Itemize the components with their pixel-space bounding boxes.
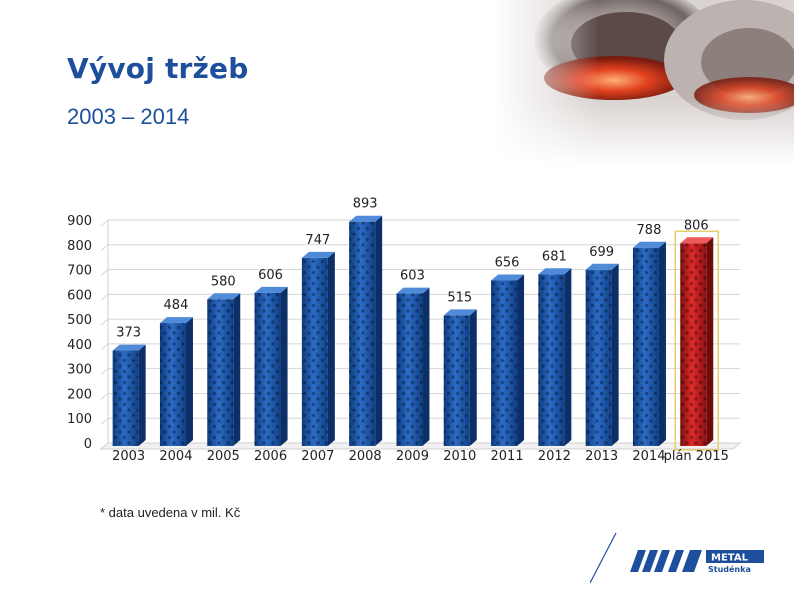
x-tick-label: 2010 bbox=[443, 449, 476, 464]
data-label: 806 bbox=[684, 218, 709, 233]
bar-top bbox=[585, 263, 619, 270]
data-label: 699 bbox=[589, 245, 614, 260]
y-tick-label: 900 bbox=[67, 214, 92, 229]
gridline-side bbox=[100, 244, 109, 252]
bar-side bbox=[280, 286, 288, 446]
bar-top bbox=[538, 268, 572, 275]
data-label: 603 bbox=[400, 269, 425, 284]
bar-top bbox=[491, 274, 525, 281]
data-label: 893 bbox=[353, 197, 378, 212]
bar-top bbox=[112, 344, 146, 351]
bar-side bbox=[517, 274, 525, 446]
bar-side bbox=[658, 241, 666, 446]
x-tick-label: 2004 bbox=[159, 449, 192, 464]
bar-top bbox=[680, 237, 714, 244]
bar-texture bbox=[112, 350, 139, 446]
y-tick-label: 600 bbox=[67, 288, 92, 303]
logo-sub: Studénka bbox=[708, 564, 751, 574]
bar-top bbox=[443, 309, 477, 316]
y-tick-label: 700 bbox=[67, 264, 92, 279]
x-tick-label: 2007 bbox=[301, 449, 334, 464]
bar-side bbox=[327, 251, 335, 446]
y-tick-label: 0 bbox=[84, 437, 92, 452]
x-tick-label: 2011 bbox=[491, 449, 524, 464]
bar-top bbox=[159, 317, 193, 324]
footnote: * data uvedena v mil. Kč bbox=[100, 505, 241, 520]
data-label: 681 bbox=[542, 249, 567, 264]
x-tick-label: plán 2015 bbox=[664, 449, 729, 464]
bar-texture bbox=[538, 274, 565, 446]
bar-side bbox=[233, 293, 241, 446]
bar-texture bbox=[349, 221, 376, 446]
data-label: 656 bbox=[495, 255, 520, 270]
gridline-side bbox=[100, 293, 109, 301]
x-tick-label: 2008 bbox=[349, 449, 382, 464]
bar-texture bbox=[301, 257, 328, 446]
y-tick-label: 300 bbox=[67, 363, 92, 378]
bar-texture bbox=[680, 243, 707, 446]
bar-texture bbox=[632, 247, 659, 446]
data-label: 788 bbox=[637, 223, 662, 238]
bar-texture bbox=[396, 293, 423, 446]
bar-side bbox=[138, 344, 146, 446]
data-label: 484 bbox=[164, 298, 189, 313]
plan-highlight-frame bbox=[674, 230, 719, 451]
bar-side bbox=[564, 268, 572, 446]
gridline-side bbox=[100, 269, 109, 276]
gridline-side bbox=[100, 393, 109, 400]
gridline-side bbox=[100, 219, 109, 227]
page-title: Vývoj tržeb bbox=[67, 52, 249, 85]
bar-top bbox=[207, 293, 241, 300]
page-subtitle: 2003 – 2014 bbox=[67, 104, 190, 129]
bar-texture bbox=[254, 292, 281, 446]
x-tick-label: 2013 bbox=[585, 449, 618, 464]
bar-top bbox=[632, 241, 666, 248]
x-tick-label: 2014 bbox=[632, 449, 665, 464]
data-label: 515 bbox=[447, 290, 472, 305]
steel-ring-photo-icon bbox=[494, 0, 794, 165]
bar-texture bbox=[159, 323, 186, 446]
x-tick-label: 2003 bbox=[112, 449, 145, 464]
data-label: 580 bbox=[211, 274, 236, 289]
bar-side bbox=[469, 309, 477, 446]
x-tick-label: 2012 bbox=[538, 449, 571, 464]
y-tick-label: 500 bbox=[67, 313, 92, 328]
x-tick-label: 2009 bbox=[396, 449, 429, 464]
logo-brand: METAL bbox=[711, 553, 749, 564]
data-label: 606 bbox=[258, 268, 283, 283]
bar-top bbox=[349, 215, 383, 222]
bar-top bbox=[254, 286, 288, 293]
x-tick-label: 2006 bbox=[254, 449, 287, 464]
bar-texture bbox=[585, 269, 612, 446]
data-label: 373 bbox=[116, 326, 141, 341]
gridline-side bbox=[100, 318, 109, 326]
bar-side bbox=[611, 263, 619, 446]
y-tick-label: 400 bbox=[67, 338, 92, 353]
gridline-side bbox=[100, 368, 109, 376]
bar-texture bbox=[207, 299, 234, 446]
x-tick-label: 2005 bbox=[207, 449, 240, 464]
bar-texture bbox=[491, 280, 518, 446]
bar-top bbox=[396, 287, 430, 294]
data-label: 747 bbox=[305, 233, 330, 248]
y-tick-label: 100 bbox=[67, 412, 92, 427]
y-tick-label: 200 bbox=[67, 387, 92, 402]
y-tick-label: 800 bbox=[67, 239, 92, 254]
bar-texture bbox=[443, 315, 470, 446]
bar-side bbox=[706, 237, 714, 446]
bar-top bbox=[301, 251, 335, 258]
bar-side bbox=[375, 215, 383, 446]
gridline-side bbox=[100, 417, 109, 425]
bar-side bbox=[185, 317, 193, 446]
gridline-side bbox=[100, 343, 109, 351]
metal-studenka-logo: METAL Studénka bbox=[590, 532, 764, 584]
bar-side bbox=[422, 287, 430, 446]
